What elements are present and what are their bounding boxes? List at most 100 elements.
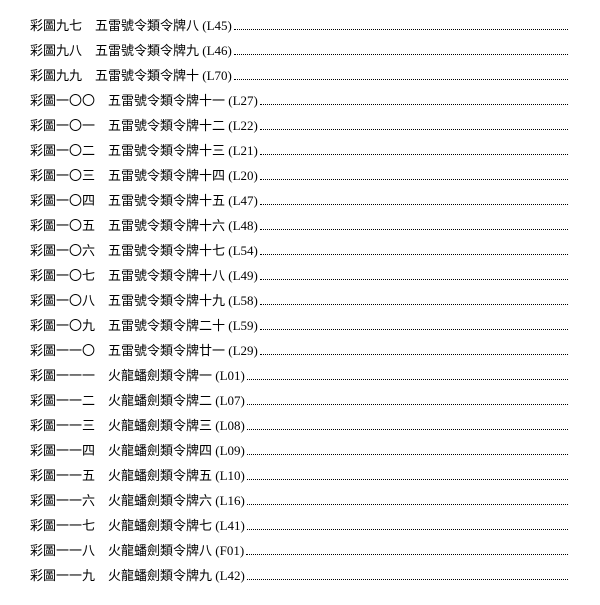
toc-entry: 彩圖一〇八 五雷號令類令牌十九 (L58) xyxy=(30,290,570,309)
toc-entry: 彩圖一一二 火龍蟠劍類令牌二 (L07) xyxy=(30,390,570,409)
entry-title: 火龍蟠劍類令牌七 (L41) xyxy=(108,515,245,534)
entry-gap xyxy=(95,440,108,459)
leader-dots xyxy=(247,578,568,580)
entry-gap xyxy=(82,15,95,34)
entry-title: 五雷號令類令牌十三 (L21) xyxy=(108,140,258,159)
entry-label: 彩圖九九 xyxy=(30,65,82,84)
entry-label: 彩圖一〇三 xyxy=(30,165,95,184)
entry-label: 彩圖一〇〇 xyxy=(30,90,95,109)
leader-dots xyxy=(260,228,568,230)
entry-label: 彩圖一一五 xyxy=(30,465,95,484)
toc-list: 彩圖九七 五雷號令類令牌八 (L45) 彩圖九八 五雷號令類令牌九 (L46) … xyxy=(30,15,570,584)
toc-entry: 彩圖一〇三 五雷號令類令牌十四 (L20) xyxy=(30,165,570,184)
entry-gap xyxy=(95,365,108,384)
leader-dots xyxy=(260,153,568,155)
entry-gap xyxy=(95,415,108,434)
leader-dots xyxy=(247,378,568,380)
entry-label: 彩圖一一三 xyxy=(30,415,95,434)
toc-entry: 彩圖一〇二 五雷號令類令牌十三 (L21) xyxy=(30,140,570,159)
toc-entry: 彩圖一〇九 五雷號令類令牌二十 (L59) xyxy=(30,315,570,334)
entry-title: 五雷號令類令牌八 (L45) xyxy=(95,15,232,34)
entry-title: 五雷號令類令牌十 (L70) xyxy=(95,65,232,84)
leader-dots xyxy=(246,553,568,555)
entry-gap xyxy=(95,390,108,409)
toc-entry: 彩圖一一三 火龍蟠劍類令牌三 (L08) xyxy=(30,415,570,434)
leader-dots xyxy=(260,203,568,205)
toc-entry: 彩圖一〇五 五雷號令類令牌十六 (L48) xyxy=(30,215,570,234)
leader-dots xyxy=(247,503,568,505)
entry-gap xyxy=(95,265,108,284)
entry-label: 彩圖一一〇 xyxy=(30,340,95,359)
toc-entry: 彩圖一〇四 五雷號令類令牌十五 (L47) xyxy=(30,190,570,209)
toc-entry: 彩圖一一七 火龍蟠劍類令牌七 (L41) xyxy=(30,515,570,534)
entry-label: 彩圖一一四 xyxy=(30,440,95,459)
toc-entry: 彩圖九九 五雷號令類令牌十 (L70) xyxy=(30,65,570,84)
entry-label: 彩圖一〇九 xyxy=(30,315,95,334)
toc-entry: 彩圖一一一 火龍蟠劍類令牌一 (L01) xyxy=(30,365,570,384)
toc-entry: 彩圖一一四 火龍蟠劍類令牌四 (L09) xyxy=(30,440,570,459)
entry-label: 彩圖九七 xyxy=(30,15,82,34)
entry-label: 彩圖一一二 xyxy=(30,390,95,409)
toc-entry: 彩圖一〇一 五雷號令類令牌十二 (L22) xyxy=(30,115,570,134)
entry-gap xyxy=(95,165,108,184)
leader-dots xyxy=(260,128,568,130)
leader-dots xyxy=(234,28,568,30)
leader-dots xyxy=(234,53,568,55)
entry-gap xyxy=(95,540,108,559)
entry-gap xyxy=(95,140,108,159)
leader-dots xyxy=(260,328,568,330)
entry-label: 彩圖一〇七 xyxy=(30,265,95,284)
entry-gap xyxy=(95,340,108,359)
entry-title: 五雷號令類令牌二十 (L59) xyxy=(108,315,258,334)
leader-dots xyxy=(260,178,568,180)
entry-gap xyxy=(95,240,108,259)
toc-entry: 彩圖九八 五雷號令類令牌九 (L46) xyxy=(30,40,570,59)
leader-dots xyxy=(260,278,568,280)
entry-title: 火龍蟠劍類令牌九 (L42) xyxy=(108,565,245,584)
entry-title: 五雷號令類令牌十二 (L22) xyxy=(108,115,258,134)
entry-title: 五雷號令類令牌十四 (L20) xyxy=(108,165,258,184)
entry-title: 五雷號令類令牌十五 (L47) xyxy=(108,190,258,209)
entry-title: 五雷號令類令牌九 (L46) xyxy=(95,40,232,59)
toc-entry: 彩圖九七 五雷號令類令牌八 (L45) xyxy=(30,15,570,34)
entry-gap xyxy=(95,115,108,134)
entry-title: 五雷號令類令牌十八 (L49) xyxy=(108,265,258,284)
leader-dots xyxy=(247,453,568,455)
entry-gap xyxy=(82,65,95,84)
leader-dots xyxy=(260,353,568,355)
entry-label: 彩圖一一七 xyxy=(30,515,95,534)
entry-label: 彩圖一〇五 xyxy=(30,215,95,234)
entry-gap xyxy=(95,190,108,209)
toc-entry: 彩圖一一五 火龍蟠劍類令牌五 (L10) xyxy=(30,465,570,484)
entry-label: 彩圖一〇八 xyxy=(30,290,95,309)
toc-entry: 彩圖一〇七 五雷號令類令牌十八 (L49) xyxy=(30,265,570,284)
leader-dots xyxy=(247,428,568,430)
entry-title: 火龍蟠劍類令牌三 (L08) xyxy=(108,415,245,434)
entry-label: 彩圖九八 xyxy=(30,40,82,59)
leader-dots xyxy=(260,303,568,305)
entry-label: 彩圖一〇六 xyxy=(30,240,95,259)
entry-gap xyxy=(95,90,108,109)
leader-dots xyxy=(260,253,568,255)
entry-gap xyxy=(82,40,95,59)
toc-entry: 彩圖一一八 火龍蟠劍類令牌八 (F01) xyxy=(30,540,570,559)
entry-title: 五雷號令類令牌十六 (L48) xyxy=(108,215,258,234)
entry-gap xyxy=(95,290,108,309)
toc-entry: 彩圖一一〇 五雷號令類令牌廿一 (L29) xyxy=(30,340,570,359)
entry-label: 彩圖一〇四 xyxy=(30,190,95,209)
entry-title: 火龍蟠劍類令牌八 (F01) xyxy=(108,540,244,559)
entry-gap xyxy=(95,565,108,584)
entry-gap xyxy=(95,215,108,234)
entry-title: 火龍蟠劍類令牌一 (L01) xyxy=(108,365,245,384)
entry-title: 火龍蟠劍類令牌四 (L09) xyxy=(108,440,245,459)
leader-dots xyxy=(234,78,568,80)
entry-label: 彩圖一一一 xyxy=(30,365,95,384)
entry-gap xyxy=(95,515,108,534)
leader-dots xyxy=(247,403,568,405)
entry-title: 火龍蟠劍類令牌五 (L10) xyxy=(108,465,245,484)
entry-gap xyxy=(95,465,108,484)
toc-entry: 彩圖一一九 火龍蟠劍類令牌九 (L42) xyxy=(30,565,570,584)
toc-entry: 彩圖一〇六 五雷號令類令牌十七 (L54) xyxy=(30,240,570,259)
leader-dots xyxy=(247,478,568,480)
entry-title: 五雷號令類令牌十七 (L54) xyxy=(108,240,258,259)
